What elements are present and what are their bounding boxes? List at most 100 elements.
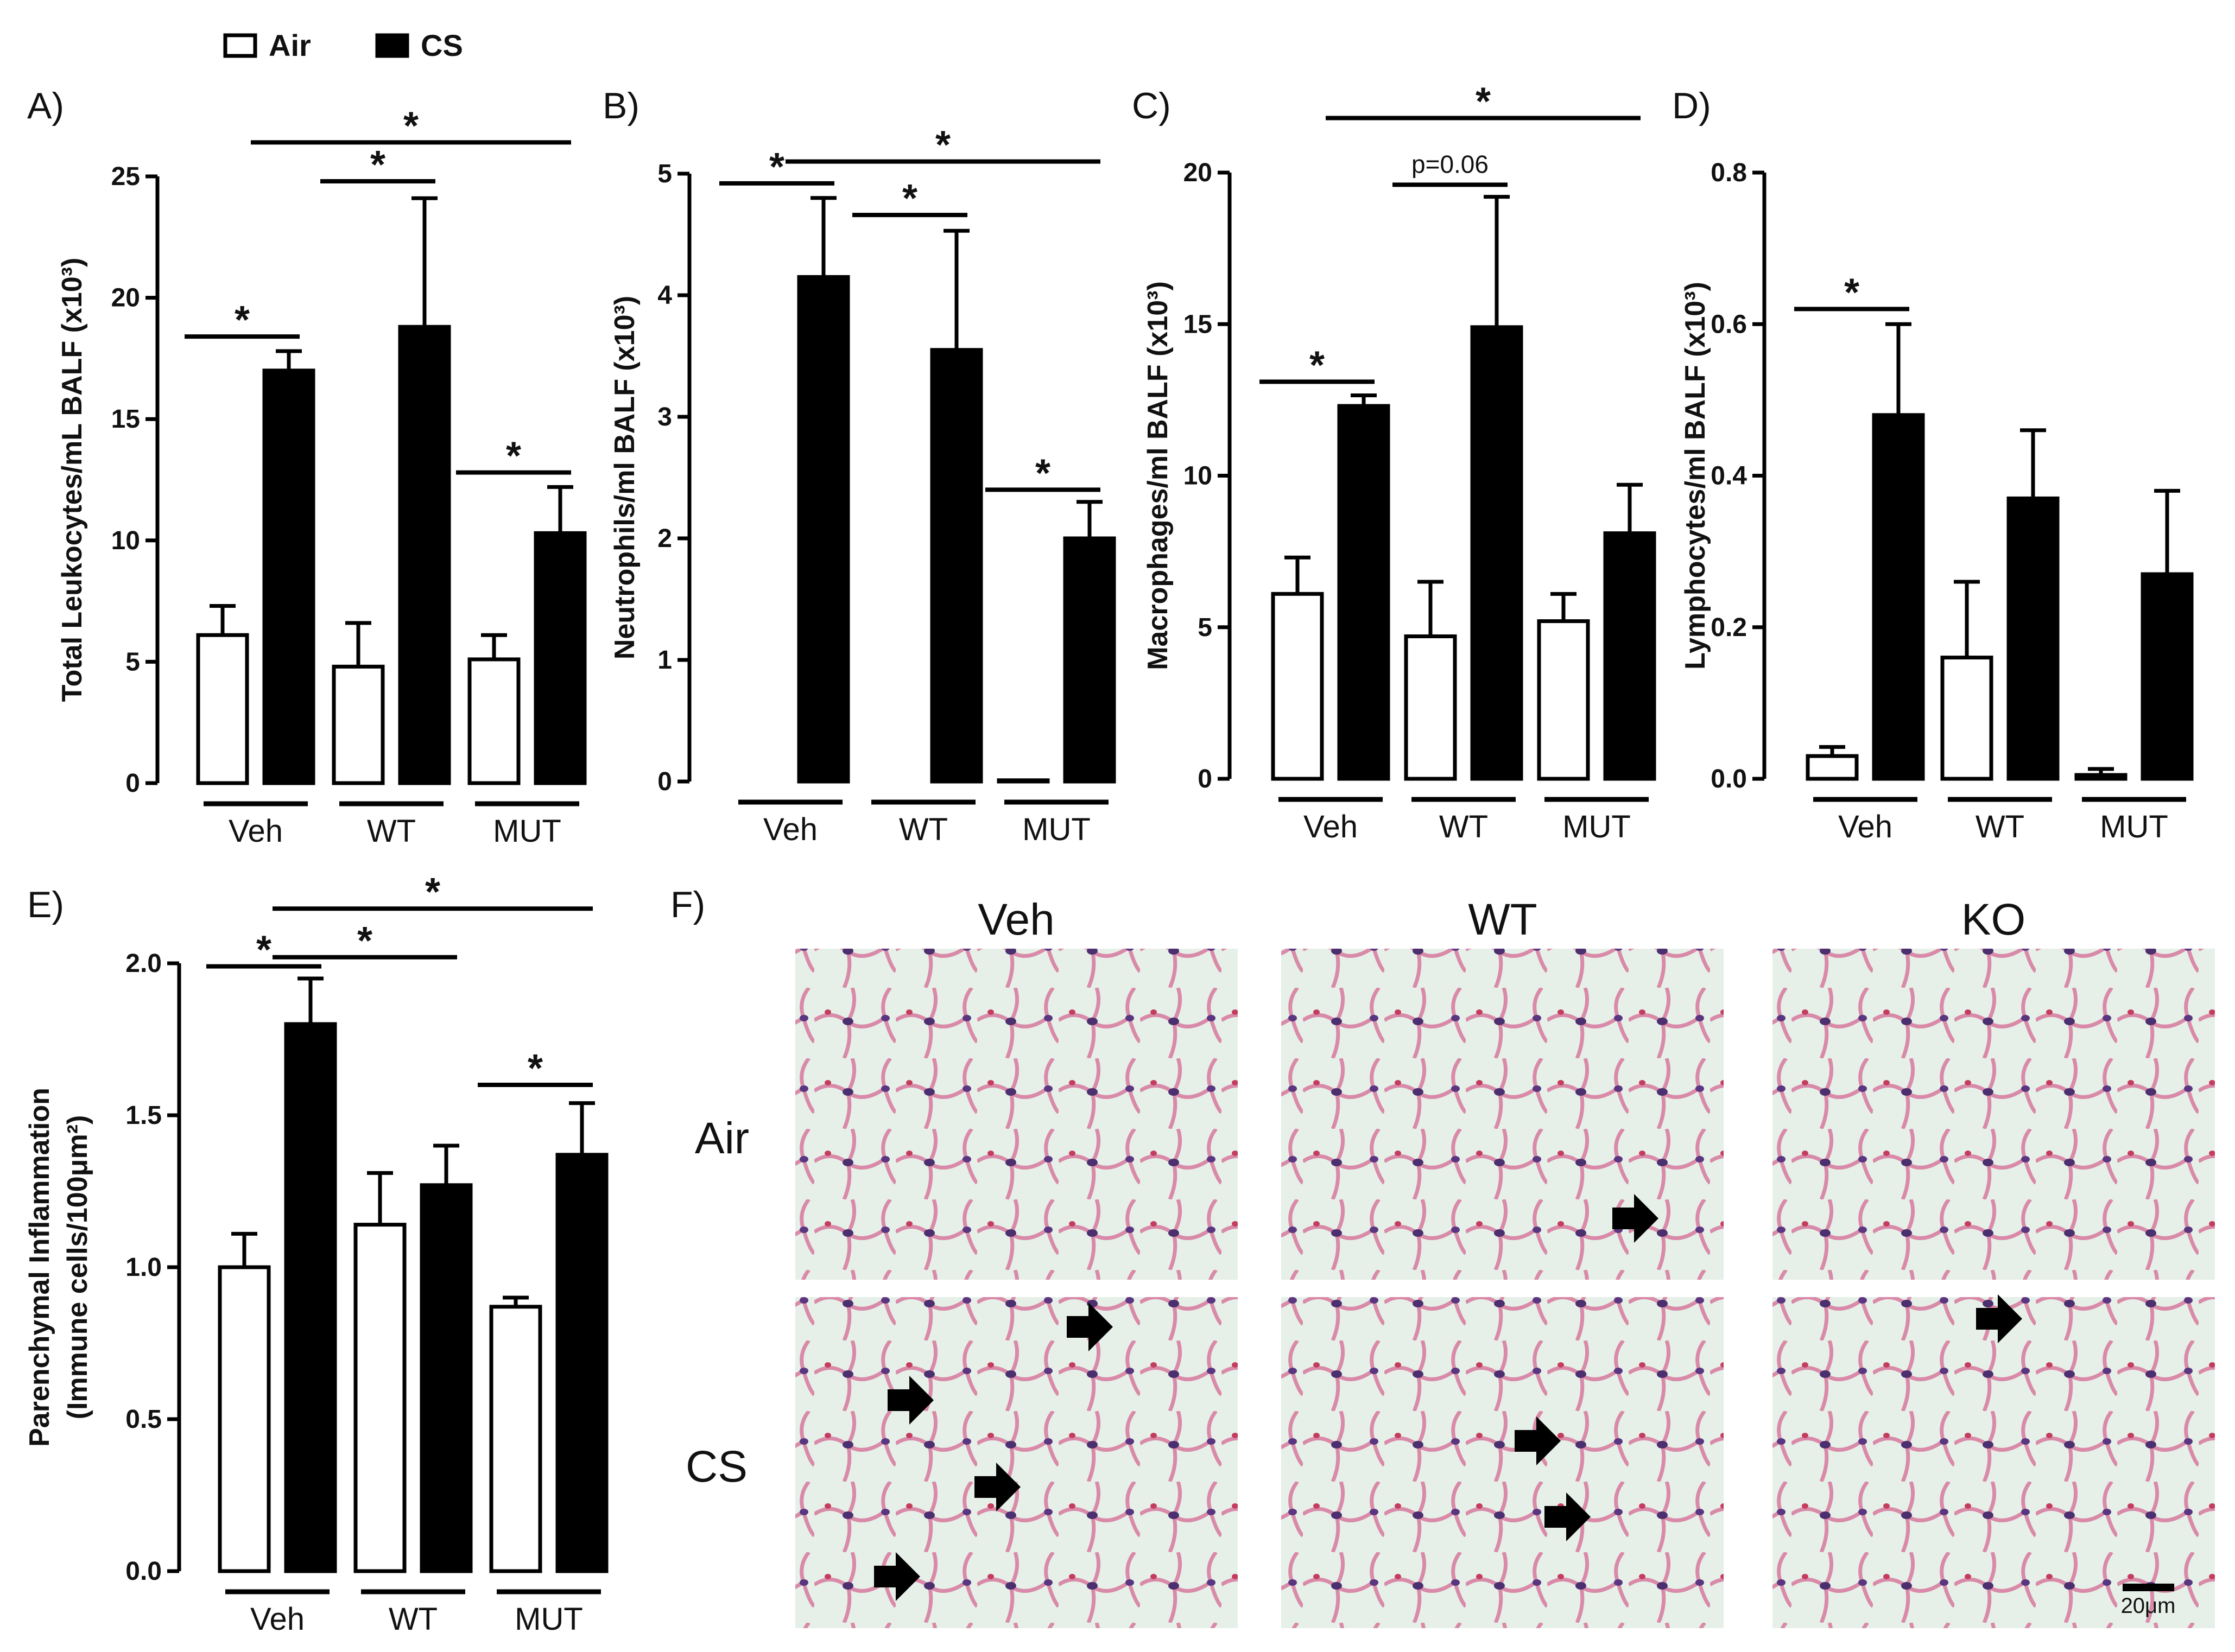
chart-parenchymal-inflammation: 0.0 0.5 1.0 1.5 2.0 Parenchymal Inflammation(… xyxy=(24,871,609,1637)
bar-cs-mut xyxy=(2141,572,2194,781)
significance-label: * xyxy=(1476,80,1491,123)
significance-label: * xyxy=(235,298,250,342)
significance-label: * xyxy=(528,1047,543,1090)
y-tick-label: 5 xyxy=(125,647,140,676)
bar-cs-wt xyxy=(1470,325,1523,781)
chart-lymphocytes: 0.0 0.2 0.4 0.6 0.8 Lymphocytes/ml BALF (x10³… xyxy=(1680,158,2194,844)
bar-cs-wt xyxy=(420,1183,473,1573)
bar-cs-mut xyxy=(555,1153,609,1573)
significance-label: * xyxy=(935,124,951,167)
category-label: Veh xyxy=(1838,809,1892,844)
chart-macrophages: 0 5 10 15 20 Macrophages/ml BALF (x10³) Veh WT M… xyxy=(1142,80,1656,844)
bar-air-wt xyxy=(332,664,385,785)
category-label: WT xyxy=(899,812,948,847)
significance-label: p=0.06 xyxy=(1411,150,1489,178)
bar-air-wt xyxy=(1940,656,1993,781)
arrow-icon xyxy=(1544,1492,1591,1541)
bar-air-veh xyxy=(1271,592,1324,781)
y-axis-title-units: (Immune cells/100μm²) xyxy=(62,1115,93,1420)
bar-air-wt xyxy=(353,1223,407,1573)
category-label: Veh xyxy=(763,812,818,847)
arrow-icon xyxy=(1976,1294,2022,1343)
panel-label-d: D) xyxy=(1672,85,1711,126)
significance-label: * xyxy=(1035,452,1050,495)
y-tick-label: 5 xyxy=(1198,613,1212,642)
histology-image-air-veh xyxy=(795,949,1238,1280)
category-label: Veh xyxy=(229,814,283,849)
panel-label-a: A) xyxy=(27,85,64,126)
y-tick-label: 10 xyxy=(1183,462,1212,491)
y-axis-title: Total Leukocytes/mL BALF (x10³) xyxy=(56,258,88,702)
y-tick-label: 2 xyxy=(657,524,672,553)
y-tick-label: 5 xyxy=(657,160,672,188)
bar-cs-veh xyxy=(262,368,315,785)
significance-label: * xyxy=(1309,344,1325,387)
significance-label: * xyxy=(425,871,440,914)
category-label: MUT xyxy=(2100,809,2168,844)
bar-air-veh xyxy=(196,633,249,785)
bar-cs-wt xyxy=(2006,496,2060,781)
y-tick-label: 0.8 xyxy=(1711,158,1747,187)
y-tick-label: 4 xyxy=(657,281,672,310)
bar-air-wt xyxy=(1404,634,1457,781)
arrow-icons xyxy=(874,1194,2022,1601)
arrow-icon xyxy=(874,1552,920,1601)
bar-air-veh xyxy=(1806,754,1859,781)
y-axis-title: Parenchymal Inflammation xyxy=(24,1088,55,1447)
y-tick-label: 0.0 xyxy=(125,1557,162,1586)
bar-cs-mut xyxy=(534,531,587,785)
histology-col-veh: Veh xyxy=(978,895,1054,944)
y-tick-label: 0 xyxy=(125,769,140,798)
category-label: Veh xyxy=(250,1602,305,1637)
histology-row-cs: CS xyxy=(686,1442,748,1491)
chart-neutrophils: 0 1 2 3 4 5 Neutrophils/ml BALF (x10³) Veh WT MUT… xyxy=(609,124,1116,847)
panel-label-c: C) xyxy=(1132,85,1171,126)
category-label: WT xyxy=(389,1602,438,1637)
legend-air-swatch xyxy=(223,33,257,58)
y-tick-label: 20 xyxy=(111,284,140,313)
y-tick-label: 0.6 xyxy=(1711,310,1747,339)
y-tick-label: 20 xyxy=(1183,158,1212,187)
bar-cs-mut xyxy=(1063,536,1116,784)
category-label: WT xyxy=(367,814,416,849)
bar-cs-veh xyxy=(797,275,850,784)
significance-label: * xyxy=(256,929,271,972)
significance-label: * xyxy=(1844,271,1859,314)
arrow-icon xyxy=(1515,1416,1561,1465)
histology-col-ko: KO xyxy=(1961,895,2025,944)
y-tick-label: 15 xyxy=(1183,310,1212,339)
y-tick-label: 0 xyxy=(657,767,672,796)
bar-air-mut xyxy=(467,657,521,785)
histology-grid: Veh WT KO Air CS 20μm xyxy=(686,895,2215,1628)
y-tick-label: 1.0 xyxy=(125,1253,162,1282)
significance-label: * xyxy=(403,104,419,148)
category-label: MUT xyxy=(515,1602,583,1637)
histology-image-air-wt xyxy=(1281,949,1724,1280)
arrow-icon xyxy=(1612,1194,1658,1243)
legend-cs-swatch xyxy=(375,33,409,58)
y-tick-label: 1 xyxy=(657,646,672,675)
category-label: WT xyxy=(1439,809,1488,844)
category-label: MUT xyxy=(1562,809,1631,844)
y-tick-label: 0.5 xyxy=(125,1405,162,1434)
panel-label-b: B) xyxy=(603,85,640,126)
bar-air-mut xyxy=(2074,773,2128,781)
y-tick-label: 25 xyxy=(111,162,140,191)
panel-label-f: F) xyxy=(670,884,705,925)
bar-air-mut xyxy=(1537,619,1590,781)
histology-image-air-ko xyxy=(1772,949,2215,1280)
category-label: WT xyxy=(1976,809,2024,844)
arrow-icon xyxy=(974,1463,1021,1511)
chart-total-leukocytes: 0 5 10 15 20 25 Total Leukocytes/mL BALF (x10³… xyxy=(56,104,587,849)
significance-label: * xyxy=(902,177,917,220)
bar-cs-veh xyxy=(1872,413,1925,781)
bar-cs-veh xyxy=(284,1022,337,1573)
category-label: MUT xyxy=(1022,812,1091,847)
scale-bar xyxy=(2123,1584,2174,1591)
arrow-icon xyxy=(1067,1302,1113,1351)
histology-image-cs-ko xyxy=(1772,1297,2215,1628)
histology-image-cs-veh xyxy=(795,1297,1238,1628)
y-tick-label: 1.5 xyxy=(125,1101,162,1130)
y-tick-label: 10 xyxy=(111,526,140,555)
